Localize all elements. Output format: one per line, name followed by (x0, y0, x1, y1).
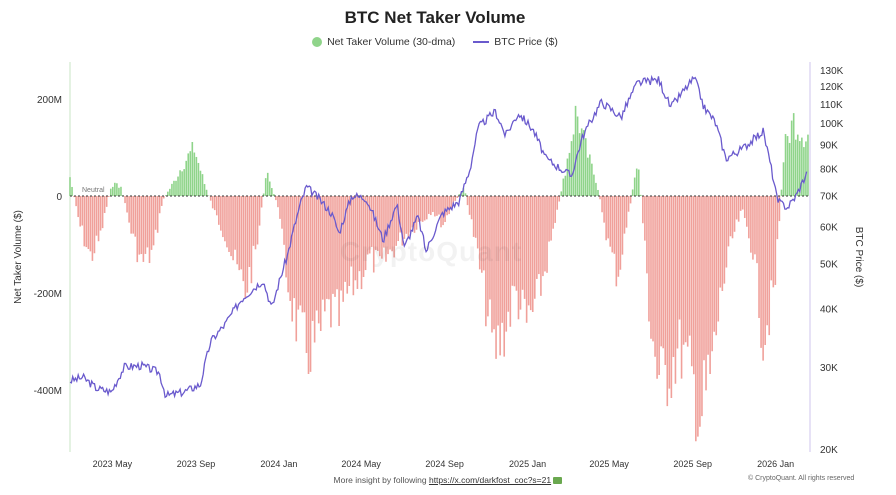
y-tick-label: 0 (56, 192, 62, 203)
y2-tick-label: 90K (820, 140, 838, 151)
y2-tick-label: 80K (820, 164, 838, 175)
y2-tick-label: 60K (820, 223, 838, 234)
footer: More insight by following https://x.com/… (0, 475, 896, 485)
legend-swatch-green-dot (312, 37, 323, 47)
neutral-label: Neutral (82, 187, 105, 194)
footer-text: More insight by following (333, 475, 427, 485)
x-tick-label: 2024 Sep (425, 459, 464, 469)
x-tick-label: 2025 Jan (509, 459, 546, 469)
x-tick-label: 2025 May (589, 459, 629, 469)
legend-swatch-purple-line (473, 41, 490, 43)
y2-tick-label: 100K (820, 119, 844, 130)
y2-tick-label: 70K (820, 191, 838, 202)
chart-title: BTC Net Taker Volume (344, 8, 526, 27)
x-tick-label: 2023 Sep (177, 459, 216, 469)
y2-tick-label: 30K (820, 363, 838, 374)
y2-tick-label: 40K (820, 305, 838, 316)
x-tick-label: 2024 Jan (260, 459, 297, 469)
y2-axis-title: BTC Price ($) (853, 227, 864, 288)
y2-tick-label: 110K (820, 100, 843, 111)
legend: Net Taker Volume (30-dma) BTC Price ($) (0, 36, 870, 48)
y2-tick-label: 130K (820, 66, 844, 77)
x-tick-label: 2025 Sep (673, 459, 712, 469)
y-tick-label: -400M (34, 386, 62, 397)
y-tick-label: -200M (34, 289, 62, 300)
copyright: © CryptoQuant. All rights reserved (748, 475, 855, 482)
legend-label-net-taker-volume: Net Taker Volume (30-dma) (327, 36, 456, 48)
x-tick-label: 2026 Jan (757, 459, 794, 469)
watermark: CryptoQuant (340, 236, 523, 267)
y2-tick-label: 20K (820, 445, 838, 456)
y-axis-title: Net Taker Volume ($) (13, 210, 24, 304)
footer-link[interactable]: https://x.com/darkfost_coc?s=21 (428, 475, 552, 485)
y-tick-label: 200M (37, 95, 62, 106)
legend-label-btc-price: BTC Price ($) (494, 36, 558, 48)
x-tick-label: 2024 May (341, 459, 381, 469)
legend-item-net-taker-volume[interactable]: Net Taker Volume (30-dma) (312, 36, 455, 48)
money-icon (553, 477, 563, 485)
legend-item-btc-price[interactable]: BTC Price ($) (473, 36, 558, 48)
y2-tick-label: 120K (820, 82, 844, 93)
x-tick-label: 2023 May (93, 459, 133, 469)
btc-price-line (69, 74, 808, 399)
y2-tick-label: 50K (820, 259, 838, 270)
